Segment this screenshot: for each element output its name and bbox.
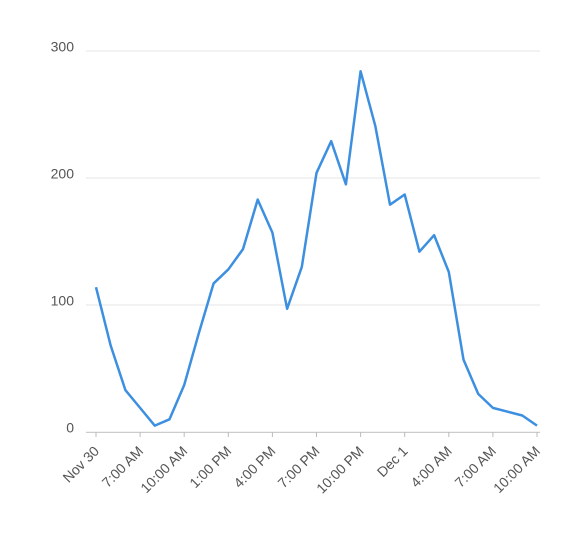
y-tick-label: 300 — [51, 39, 75, 55]
x-tick-label: 10:00 AM — [137, 443, 190, 496]
x-tick-label: 4:00 PM — [230, 443, 278, 491]
y-tick-label: 100 — [51, 293, 75, 309]
x-tick-label: Dec 1 — [374, 443, 411, 480]
line-series — [94, 70, 538, 427]
y-tick-label: 200 — [51, 166, 75, 182]
x-tick-label: 10:00 AM — [490, 443, 543, 496]
x-tick-label: 4:00 AM — [407, 443, 455, 491]
y-tick-label: 0 — [66, 420, 74, 436]
x-tick-label: Nov 30 — [59, 443, 102, 486]
x-tick-label: 10:00 PM — [313, 443, 367, 497]
x-tick-label: 1:00 PM — [186, 443, 234, 491]
